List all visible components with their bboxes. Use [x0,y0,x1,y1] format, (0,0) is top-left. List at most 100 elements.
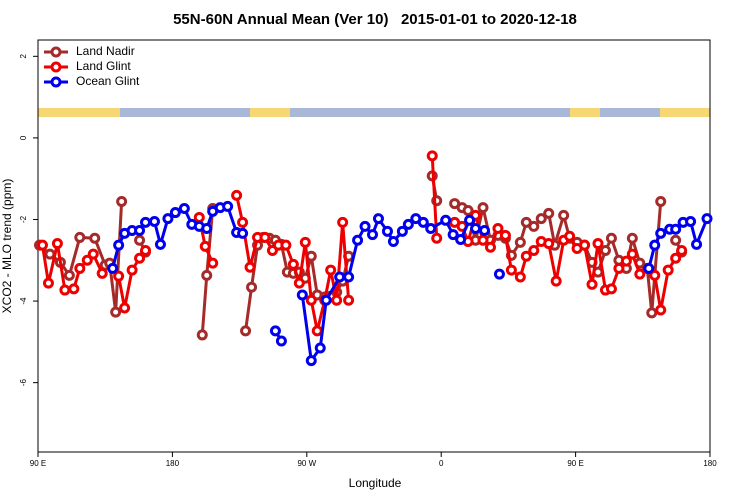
data-point [528,244,540,256]
data-point [244,261,256,273]
data-point [477,202,489,214]
x-tick-label: 180 [703,459,717,468]
data-point [372,213,384,225]
data-point [89,232,101,244]
data-point [325,264,337,276]
y-tick-label: -2 [19,215,28,223]
data-point [670,252,682,264]
data-point [676,244,688,256]
x-tick-label: 90 W [297,459,316,468]
data-point [514,236,526,248]
data-point [42,277,54,289]
data-point [269,325,281,337]
data-point [520,250,532,262]
data-point [44,248,56,260]
data-point [343,271,355,283]
data-point [381,225,393,237]
data-point [162,213,174,225]
data-point [477,234,489,246]
data-point [643,262,655,274]
data-point [169,207,181,219]
data-point [685,216,697,228]
data-point [634,268,646,280]
data-point [655,227,667,239]
data-point [646,307,658,319]
data-point [649,239,661,251]
data-point [148,216,160,228]
data-point [396,225,408,237]
data-point [207,257,219,269]
legend-label: Land Nadir [76,44,135,58]
data-point [334,271,346,283]
chart-title: 55N-60N Annual Mean (Ver 10) 2015-01-01 … [173,11,577,28]
data-point [605,232,617,244]
data-point [237,216,249,228]
data-point [68,283,80,295]
data-point [514,271,526,283]
data-point [599,244,611,256]
x-tick-label: 90 E [567,459,583,468]
map-ocean [290,108,570,117]
y-axis-label: XCO2 - MLO trend (ppm) [0,179,14,314]
data-point [440,214,452,226]
data-point [670,223,682,235]
data-point [314,342,326,354]
legend-label: Ocean Glint [76,74,140,88]
y-tick-label: -4 [19,297,28,305]
data-point [231,189,243,201]
map-strip [38,108,710,117]
data-point [691,238,703,250]
series [36,150,688,337]
data-point [140,216,152,228]
data-point [426,150,438,162]
data-point [649,269,661,281]
data-point [74,231,86,243]
data-point [579,239,591,251]
data-point [455,233,467,245]
legend-marker [50,76,62,88]
data-point [662,264,674,276]
data-point [670,234,682,246]
data-point [240,325,252,337]
data-point [387,236,399,248]
data-point [605,283,617,295]
data-point [505,264,517,276]
data-point [462,205,474,217]
data-point [74,262,86,274]
data-point [447,229,459,241]
data-point [222,200,234,212]
data-point [543,207,555,219]
data-point [246,281,258,293]
data-point [311,325,323,337]
data-point [113,270,125,282]
y-tick-label: -6 [19,379,28,387]
data-point [193,211,205,223]
data-point [425,222,437,234]
data-point [464,214,476,226]
data-point [126,264,138,276]
data-point [352,234,364,246]
data-point [196,329,208,341]
data-point [492,222,504,234]
data-point [201,269,213,281]
x-tick-label: 180 [166,459,180,468]
data-point [320,294,332,306]
data-point [558,209,570,221]
data-point [592,238,604,250]
map-ocean [120,108,250,117]
data-point [110,306,122,318]
data-point [275,335,287,347]
legend-marker [50,61,62,73]
data-point [620,255,632,267]
data-point [237,227,249,239]
data-point [586,278,598,290]
data-point [140,244,152,256]
series [107,200,713,367]
data-point [431,232,443,244]
data-point [564,230,576,242]
data-point [484,241,496,253]
data-point [201,222,213,234]
